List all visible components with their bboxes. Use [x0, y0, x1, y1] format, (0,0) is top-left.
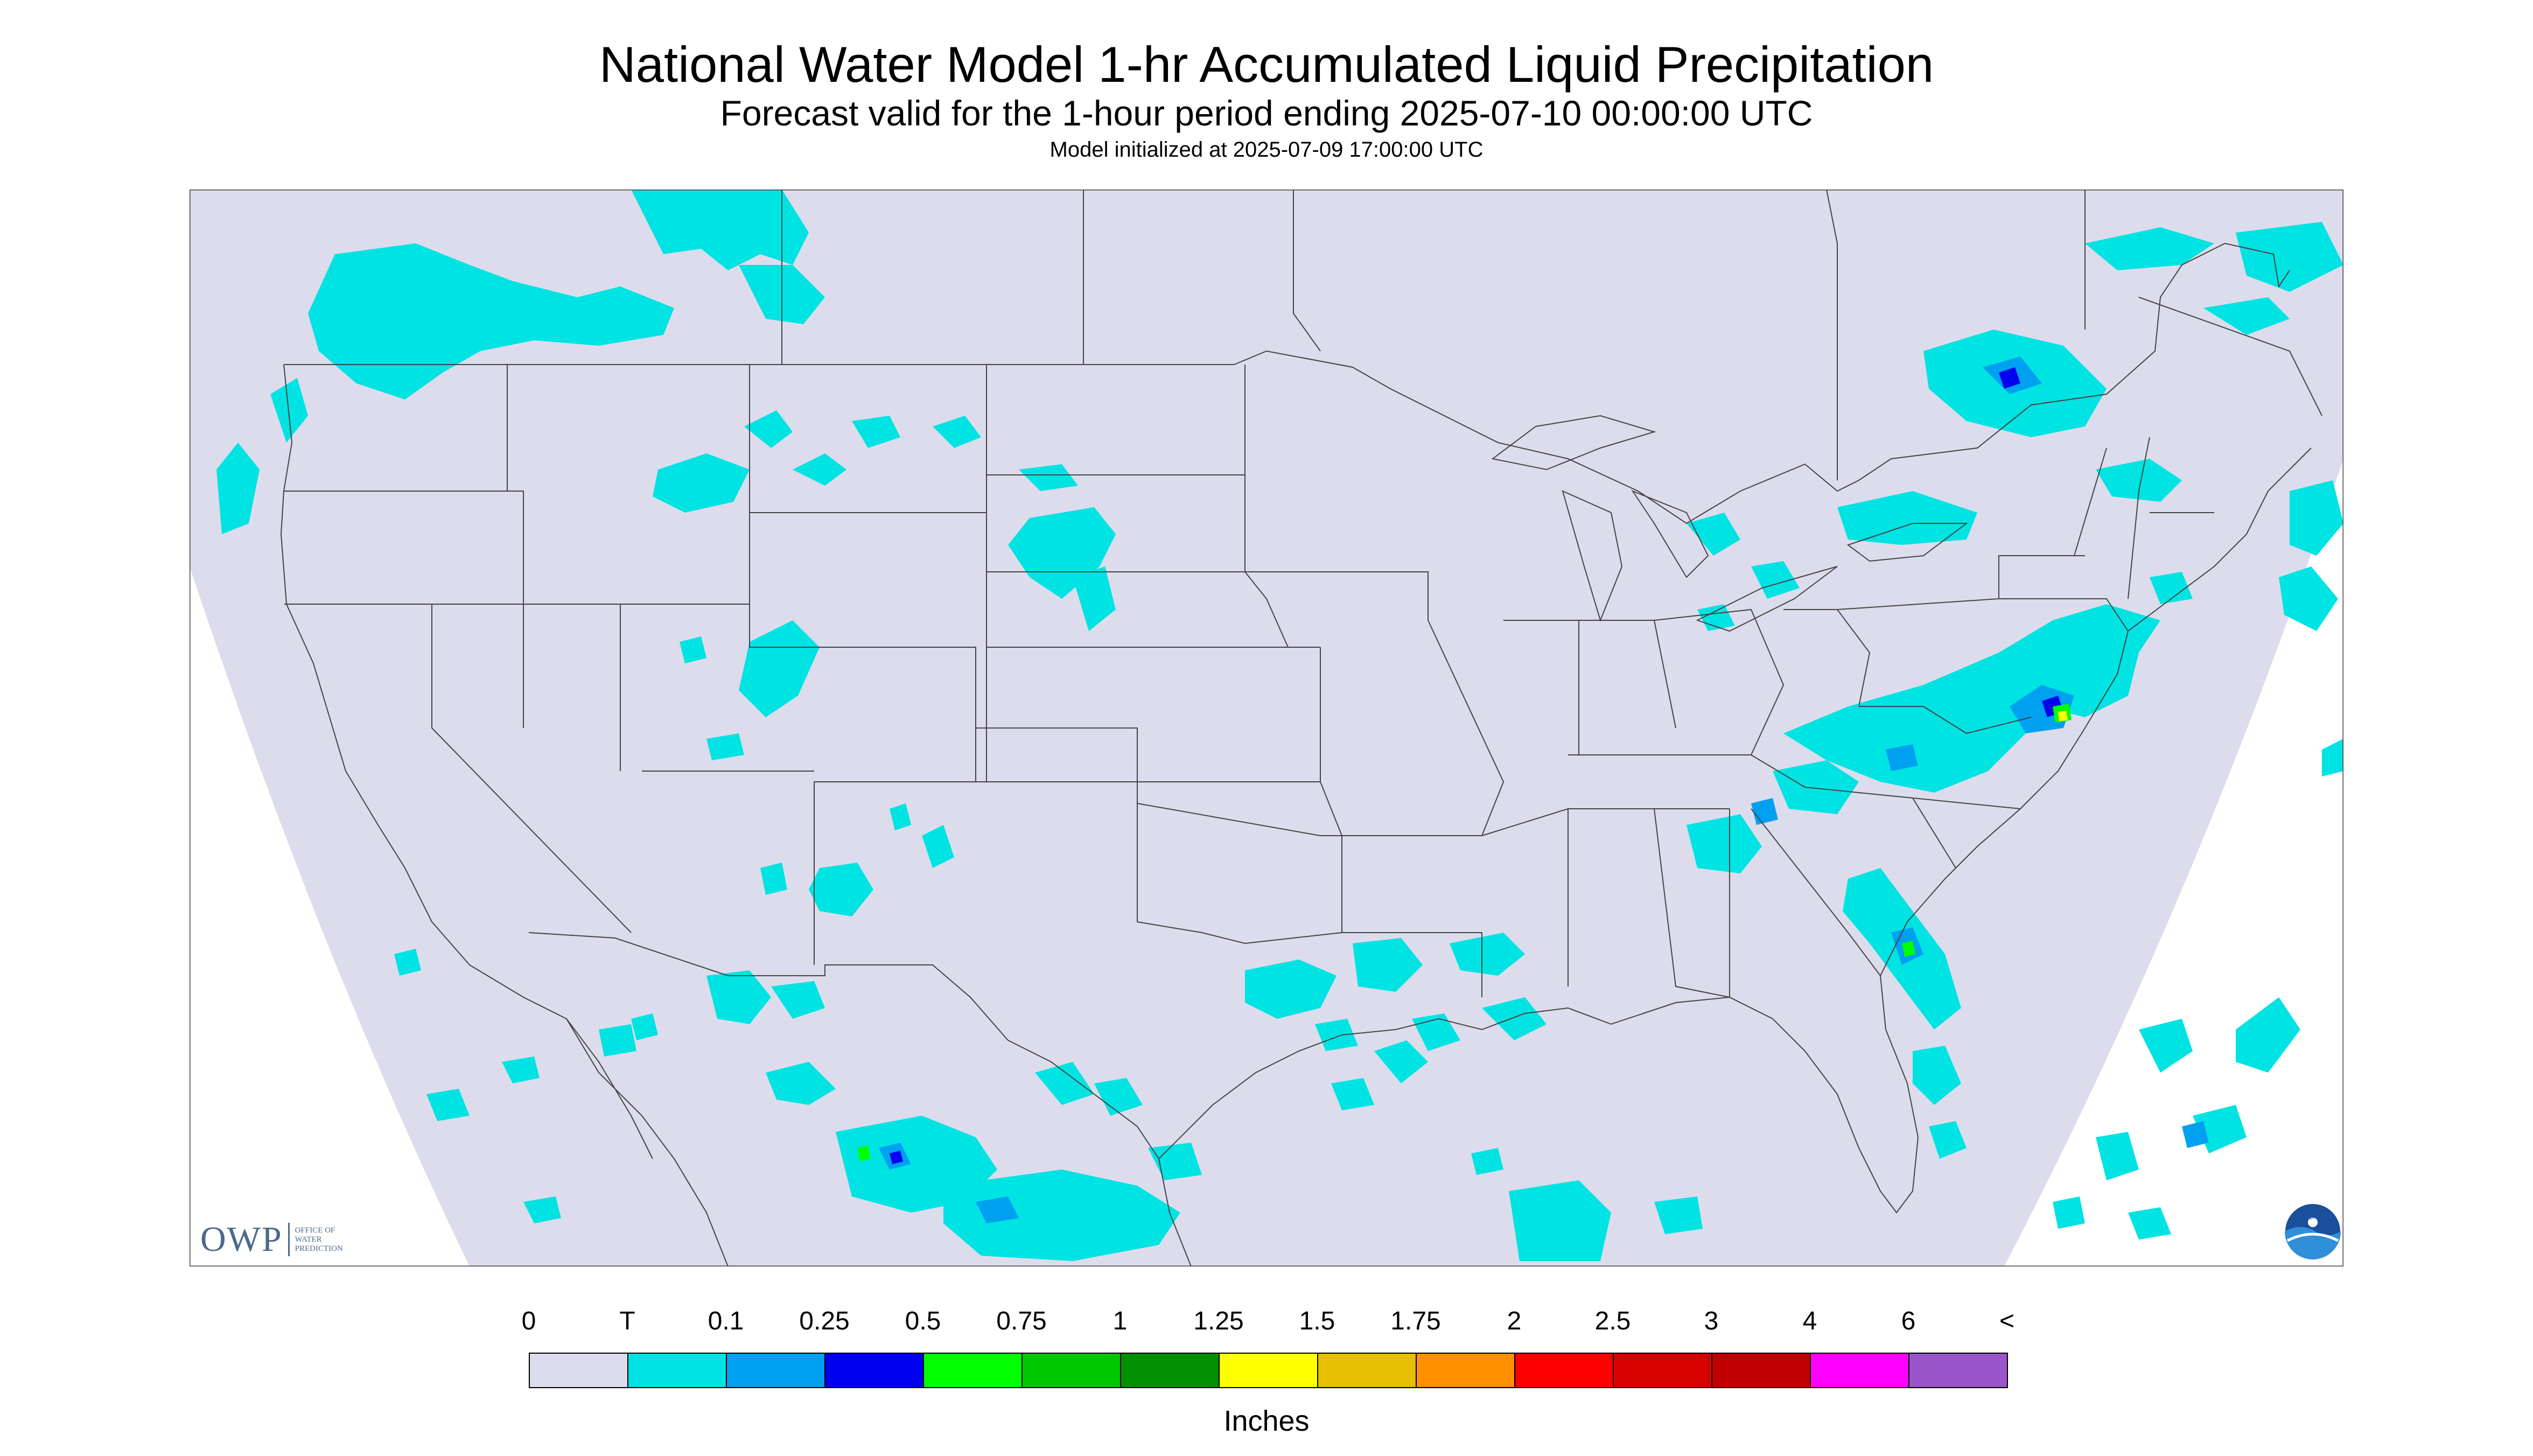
legend-tick: 4: [1802, 1307, 1817, 1335]
legend-tick: 2: [1507, 1307, 1522, 1335]
map-subtitle: Forecast valid for the 1-hour period end…: [720, 93, 1813, 133]
political-borders: [280, 190, 2322, 1266]
precipitation-map: [190, 190, 2343, 1266]
legend-tick: 2.5: [1594, 1307, 1631, 1335]
precipitation-field: [216, 190, 2343, 1261]
model-init-line: Model initialized at 2025-07-09 17:00:00…: [1049, 138, 1484, 162]
legend-units: Inches: [1223, 1405, 1310, 1437]
svg-text:NOAA: NOAA: [2303, 1213, 2323, 1221]
legend-tick: 1.25: [1193, 1307, 1244, 1335]
outside-projection-left: [190, 566, 470, 1266]
colorbar-swatch: [726, 1353, 825, 1388]
colorbar-swatch: [627, 1353, 727, 1388]
colorbar-swatch: [1416, 1353, 1515, 1388]
legend-tick: 1: [1112, 1307, 1128, 1335]
map-title: National Water Model 1-hr Accumulated Li…: [599, 36, 1934, 93]
colorbar-outline: [529, 1353, 2008, 1388]
legend-tick: <: [1999, 1307, 2015, 1335]
owp-logo-divider: [288, 1223, 290, 1256]
colorbar-swatch: [1613, 1353, 1712, 1388]
colorbar-swatch: [1120, 1353, 1220, 1388]
colorbar-swatch: [1021, 1353, 1121, 1388]
colorbar-swatch: [529, 1353, 628, 1388]
legend-tick: 0.75: [996, 1307, 1047, 1335]
colorbar-swatch: [1219, 1353, 1318, 1388]
colorbar-swatch: [1514, 1353, 1614, 1388]
colorbar-swatch: [1810, 1353, 1909, 1388]
legend-tick: 0.5: [905, 1307, 941, 1335]
colorbar-swatch: [824, 1353, 924, 1388]
owp-logo-mark: OWP: [200, 1220, 283, 1259]
legend-tick: 3: [1704, 1307, 1719, 1335]
colorbar-swatch: [923, 1353, 1023, 1388]
legend-tick: 0.25: [799, 1307, 850, 1335]
colorbar-swatch: [1908, 1353, 2008, 1388]
legend-tick: 0: [521, 1307, 536, 1335]
owp-logo-text: OFFICE OF WATER PREDICTION: [295, 1226, 343, 1253]
legend-tick: 6: [1901, 1307, 1916, 1335]
legend-tick: 1.75: [1390, 1307, 1441, 1335]
legend-tick: T: [619, 1307, 635, 1335]
legend-tick: 1.5: [1299, 1307, 1335, 1335]
colorbar-swatch: [1711, 1353, 1811, 1388]
legend-tick: 0.1: [708, 1307, 744, 1335]
legend-colorbar: [529, 1353, 2008, 1388]
owp-logo: OWP OFFICE OF WATER PREDICTION: [200, 1219, 370, 1260]
colorbar-swatch: [1317, 1353, 1417, 1388]
noaa-logo: NOAA: [2284, 1203, 2341, 1260]
